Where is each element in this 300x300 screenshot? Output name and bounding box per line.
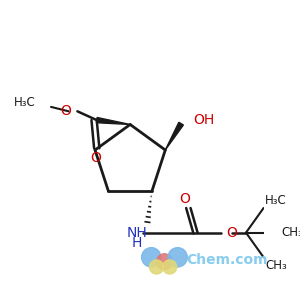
Circle shape — [168, 248, 187, 267]
Circle shape — [142, 248, 161, 267]
Circle shape — [157, 254, 172, 270]
Text: CH₃: CH₃ — [281, 226, 300, 239]
Polygon shape — [165, 122, 183, 150]
Text: H: H — [132, 236, 142, 250]
Text: O: O — [226, 226, 238, 240]
Text: CH₃: CH₃ — [265, 259, 287, 272]
Text: Chem.com: Chem.com — [186, 253, 268, 267]
Polygon shape — [96, 118, 130, 124]
Text: O: O — [60, 104, 71, 118]
Circle shape — [163, 260, 177, 274]
Text: H₃C: H₃C — [14, 96, 35, 109]
Text: O: O — [90, 151, 101, 165]
Text: H₃C: H₃C — [265, 194, 287, 207]
Text: O: O — [179, 192, 190, 206]
Text: OH: OH — [194, 113, 215, 127]
Circle shape — [149, 260, 164, 274]
Text: NH: NH — [127, 226, 147, 240]
